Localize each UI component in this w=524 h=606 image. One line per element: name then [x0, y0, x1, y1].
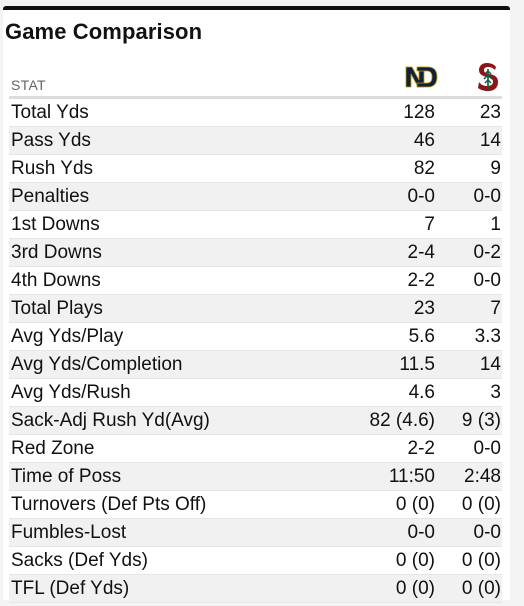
notre-dame-logo-icon: [403, 62, 439, 92]
stat-label: Fumbles-Lost: [11, 522, 127, 543]
notre-dame-value: 82: [413, 158, 435, 179]
notre-dame-value: 4.6: [408, 382, 435, 403]
table-row: Avg Yds/Play 5.6 3.3: [9, 323, 502, 351]
stanford-value: 0 (0): [461, 550, 501, 571]
table-row: Red Zone 2-2 0-0: [9, 435, 502, 463]
stat-label: TFL (Def Yds): [11, 578, 130, 599]
stanford-value: 0-0: [473, 522, 501, 543]
table-row: 4th Downs 2-2 0-0: [9, 267, 502, 295]
table-row: Rush Yds 82 9: [9, 155, 502, 183]
stat-label: Avg Yds/Rush: [11, 382, 131, 403]
stat-label: 4th Downs: [11, 270, 101, 291]
notre-dame-value: 0 (0): [395, 494, 435, 515]
stanford-value: 0-0: [473, 186, 501, 207]
stat-label: Sacks (Def Yds): [11, 550, 148, 571]
notre-dame-value: 0-0: [407, 186, 435, 207]
stanford-value: 14: [479, 130, 501, 151]
stanford-value: 9 (3): [461, 410, 501, 431]
stat-label: Sack-Adj Rush Yd(Avg): [11, 410, 210, 431]
stanford-value: 0 (0): [461, 494, 501, 515]
stat-label: Rush Yds: [11, 158, 94, 179]
table-row: TFL (Def Yds) 0 (0) 0 (0): [9, 575, 502, 603]
stanford-value: 0-0: [473, 438, 501, 459]
stat-label: Time of Poss: [11, 466, 122, 487]
notre-dame-value: 5.6: [408, 326, 435, 347]
stat-label: Penalties: [11, 186, 90, 207]
notre-dame-value: 0 (0): [395, 550, 435, 571]
table-row: Pass Yds 46 14: [9, 127, 502, 155]
table-row: Sack-Adj Rush Yd(Avg) 82 (4.6) 9 (3): [9, 407, 502, 435]
stat-label: Avg Yds/Completion: [11, 354, 183, 375]
table-row: Total Plays 23 7: [9, 295, 502, 323]
notre-dame-value: 128: [403, 102, 435, 123]
table-row: Time of Poss 11:50 2:48: [9, 463, 502, 491]
stanford-value: 0 (0): [461, 578, 501, 599]
table-row: 3rd Downs 2-4 0-2: [9, 239, 502, 267]
stat-label: Total Yds: [11, 102, 89, 123]
table-row: Avg Yds/Rush 4.6 3: [9, 379, 502, 407]
stanford-value: 14: [479, 354, 501, 375]
table-header: STAT: [9, 60, 501, 96]
notre-dame-value: 0 (0): [395, 578, 435, 599]
stat-label: 3rd Downs: [11, 242, 102, 263]
stanford-value: 7: [490, 298, 501, 319]
card-title: Game Comparison: [5, 19, 203, 44]
table-row: Total Yds 128 23: [9, 99, 502, 127]
stanford-value: 23: [479, 102, 501, 123]
notre-dame-value: 46: [413, 130, 435, 151]
stanford-value: 3: [490, 382, 501, 403]
stat-label: 1st Downs: [11, 214, 100, 235]
table-row: Penalties 0-0 0-0: [9, 183, 502, 211]
table-row: Sacks (Def Yds) 0 (0) 0 (0): [9, 547, 502, 575]
table-row: Turnovers (Def Pts Off) 0 (0) 0 (0): [9, 491, 502, 519]
stanford-value: 0-0: [473, 270, 501, 291]
table-row: 1st Downs 7 1: [9, 211, 502, 239]
stat-column-header: STAT: [11, 77, 46, 93]
stanford-value: 1: [490, 214, 501, 235]
table-row: Fumbles-Lost 0-0 0-0: [9, 519, 502, 547]
stanford-value: 3.3: [474, 326, 501, 347]
notre-dame-value: 23: [413, 298, 435, 319]
comparison-table: Total Yds 128 23 Pass Yds 46 14 Rush Yds 82 9 Pen…: [9, 96, 502, 603]
notre-dame-value: 2-2: [407, 270, 435, 291]
stat-label: Red Zone: [11, 438, 95, 459]
notre-dame-value: 2-4: [407, 242, 435, 263]
stanford-logo-icon: [475, 62, 501, 92]
notre-dame-value: 82 (4.6): [369, 410, 435, 431]
notre-dame-value: 2-2: [407, 438, 435, 459]
stanford-value: 2:48: [464, 466, 501, 487]
table-row: Avg Yds/Completion 11.5 14: [9, 351, 502, 379]
stanford-value: 9: [490, 158, 501, 179]
stat-label: Turnovers (Def Pts Off): [11, 494, 207, 515]
stat-label: Pass Yds: [11, 130, 91, 151]
notre-dame-value: 11.5: [399, 354, 435, 375]
stanford-value: 0-2: [473, 242, 501, 263]
stat-label: Avg Yds/Play: [11, 326, 124, 347]
stat-label: Total Plays: [11, 298, 103, 319]
game-comparison-card: Game Comparison STAT Total Yds 128 23 Pass …: [3, 6, 510, 603]
notre-dame-value: 7: [424, 214, 435, 235]
notre-dame-value: 11:50: [388, 466, 435, 487]
notre-dame-value: 0-0: [407, 522, 435, 543]
